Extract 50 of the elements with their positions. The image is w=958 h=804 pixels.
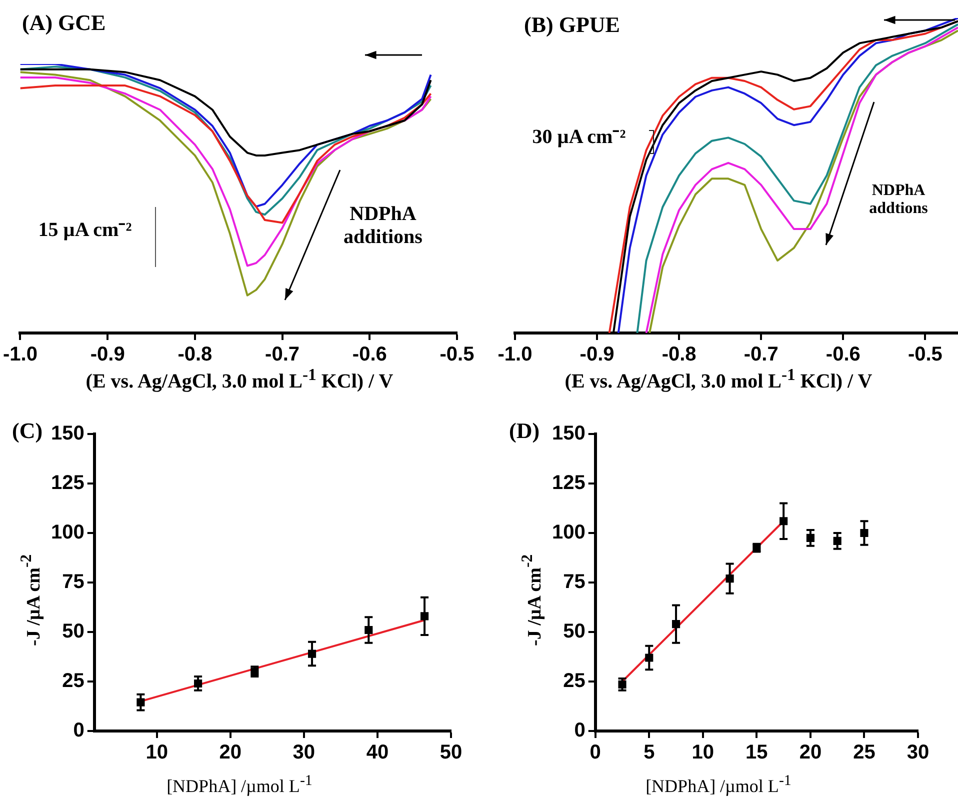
y-tick-label: 100: [552, 522, 586, 544]
chart-title: (C): [12, 418, 43, 444]
x-tick-label: -0.6: [826, 344, 860, 366]
annotation: NDPhA additions: [342, 203, 424, 249]
x-tick-label: 0: [590, 742, 601, 764]
x-tick-label: 20: [799, 742, 822, 764]
x-axis-title: [NDPhA] /µmol L$^{-1}$: [166, 772, 314, 798]
x-tick-label: 30: [292, 742, 316, 764]
x-tick-label: 25: [853, 742, 876, 764]
annotation: 15 µA cm⁻²: [37, 218, 133, 242]
annotation: 30 µA cm⁻²: [531, 125, 627, 149]
x-tick-label: -0.7: [744, 344, 778, 366]
x-tick-label: 10: [146, 742, 168, 764]
x-tick-label: 15: [746, 742, 768, 764]
x-tick-label: -0.9: [90, 344, 125, 366]
chart-title: (B) GPUE: [524, 12, 620, 38]
y-tick-label: 75: [563, 571, 586, 594]
x-tick-label: -0.9: [580, 344, 614, 366]
x-tick-label: 5: [644, 742, 655, 764]
x-tick-label: -0.7: [265, 344, 300, 366]
x-axis-title: (E vs. Ag/AgCl, 3.0 mol L$^{-1}$ KCl) / V: [564, 365, 872, 393]
x-tick-label: 50: [440, 742, 462, 764]
chart-title: (A) GCE: [22, 10, 106, 36]
x-axis-title: (E vs. Ag/AgCl, 3.0 mol L$^{-1}$ KCl) / V: [86, 365, 394, 393]
y-tick-label: 50: [563, 620, 586, 643]
x-tick-label: -0.8: [178, 344, 212, 366]
y-tick-label: 125: [50, 472, 84, 494]
x-tick-label: 20: [219, 742, 242, 764]
y-tick-label: 150: [552, 422, 586, 445]
chart-title: (D): [509, 418, 540, 444]
x-tick-label: 40: [366, 742, 389, 764]
x-tick-label: -0.6: [352, 344, 387, 366]
x-tick-label: -0.5: [440, 344, 474, 366]
y-tick-label: 50: [62, 620, 84, 643]
y-tick-label: 25: [563, 670, 586, 692]
x-tick-label: -1.0: [498, 344, 532, 366]
x-tick-label: -1.0: [2, 344, 38, 366]
annotation: NDPhA addtions: [868, 182, 929, 218]
x-tick-label: 10: [692, 742, 714, 764]
y-tick-label: 150: [50, 422, 84, 445]
x-tick-label: -0.8: [662, 344, 696, 366]
x-tick-label: 30: [906, 742, 930, 764]
y-tick-label: 0: [73, 720, 84, 742]
y-tick-label: 125: [552, 472, 586, 494]
x-axis-title: [NDPhA] /µmol L$^{-1}$: [644, 772, 792, 798]
y-tick-label: 0: [574, 720, 586, 742]
y-tick-label: 75: [62, 571, 84, 594]
y-tick-label: 25: [62, 670, 84, 692]
x-tick-label: -0.5: [908, 344, 942, 366]
y-tick-label: 100: [50, 522, 84, 544]
